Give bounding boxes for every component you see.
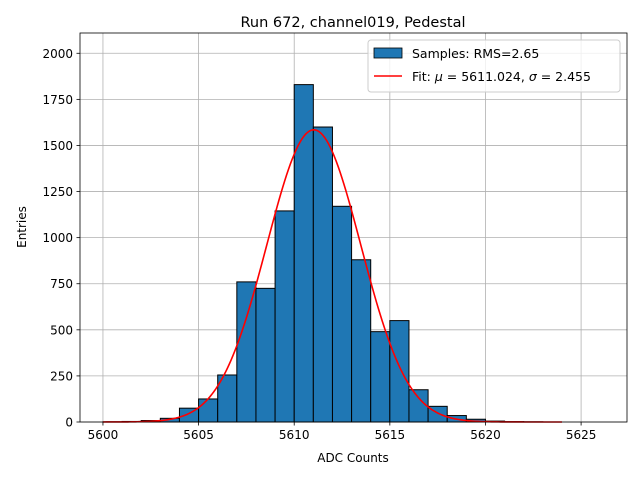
- histogram-bar: [275, 211, 294, 422]
- x-tick-label: 5605: [183, 428, 214, 442]
- x-tick-label: 5620: [470, 428, 501, 442]
- y-tick-label: 250: [50, 369, 73, 383]
- y-tick-label: 1000: [42, 231, 73, 245]
- histogram-bar: [313, 127, 332, 422]
- histogram-bar: [390, 321, 409, 422]
- y-tick-label: 0: [65, 416, 73, 430]
- histogram-bar: [409, 390, 428, 422]
- legend-fit-sigma-value: = 2.455: [537, 69, 591, 84]
- histogram-bar: [256, 288, 275, 422]
- histogram-bar: [332, 206, 351, 422]
- x-tick-label: 5625: [566, 428, 597, 442]
- legend-fit-label: Fit: μ = 5611.024, σ = 2.455: [412, 69, 591, 84]
- y-tick-label: 1750: [42, 93, 73, 107]
- y-tick-label: 1250: [42, 185, 73, 199]
- y-axis-label: Entries: [15, 206, 29, 248]
- x-tick-label: 5610: [279, 428, 310, 442]
- x-tick-label: 5600: [88, 428, 119, 442]
- histogram-bar: [237, 282, 256, 422]
- legend-samples-swatch: [374, 48, 402, 58]
- legend-fit-prefix: Fit:: [412, 69, 435, 84]
- x-axis-label: ADC Counts: [317, 451, 389, 465]
- y-tick-label: 500: [50, 323, 73, 337]
- histogram-bar: [352, 260, 371, 422]
- y-tick-label: 2000: [42, 47, 73, 61]
- histogram-bar: [371, 332, 390, 422]
- histogram-bar: [199, 399, 218, 422]
- x-tick-label: 5615: [375, 428, 406, 442]
- legend-samples-label: Samples: RMS=2.65: [412, 46, 539, 61]
- y-tick-label: 750: [50, 277, 73, 291]
- chart-title: Run 672, channel019, Pedestal: [240, 15, 465, 31]
- legend-fit-mu-symbol: μ: [434, 69, 443, 84]
- legend: Samples: RMS=2.65 Fit: μ = 5611.024, σ =…: [368, 40, 620, 92]
- y-tick-label: 1500: [42, 139, 73, 153]
- legend-fit-mu-value: = 5611.024,: [443, 69, 529, 84]
